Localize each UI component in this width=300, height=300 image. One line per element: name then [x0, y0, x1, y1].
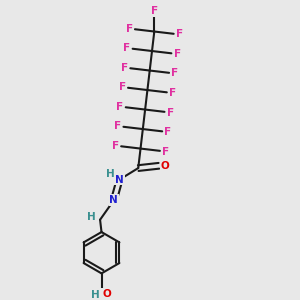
Text: N: N	[110, 195, 118, 205]
Text: F: F	[116, 102, 124, 112]
Text: O: O	[103, 289, 112, 299]
Text: F: F	[119, 82, 126, 92]
Text: H: H	[106, 169, 115, 179]
Text: F: F	[123, 43, 130, 53]
Text: F: F	[173, 49, 181, 59]
Text: N: N	[115, 175, 124, 184]
Text: F: F	[169, 88, 176, 98]
Text: F: F	[112, 141, 119, 151]
Text: F: F	[121, 63, 128, 73]
Text: H: H	[92, 290, 100, 300]
Text: F: F	[162, 146, 169, 157]
Text: F: F	[171, 68, 178, 79]
Text: H: H	[87, 212, 96, 222]
Text: F: F	[126, 24, 133, 34]
Text: O: O	[161, 161, 170, 171]
Text: F: F	[176, 29, 183, 40]
Text: F: F	[164, 127, 172, 137]
Text: F: F	[114, 121, 121, 131]
Text: F: F	[167, 107, 174, 118]
Text: F: F	[151, 6, 158, 16]
